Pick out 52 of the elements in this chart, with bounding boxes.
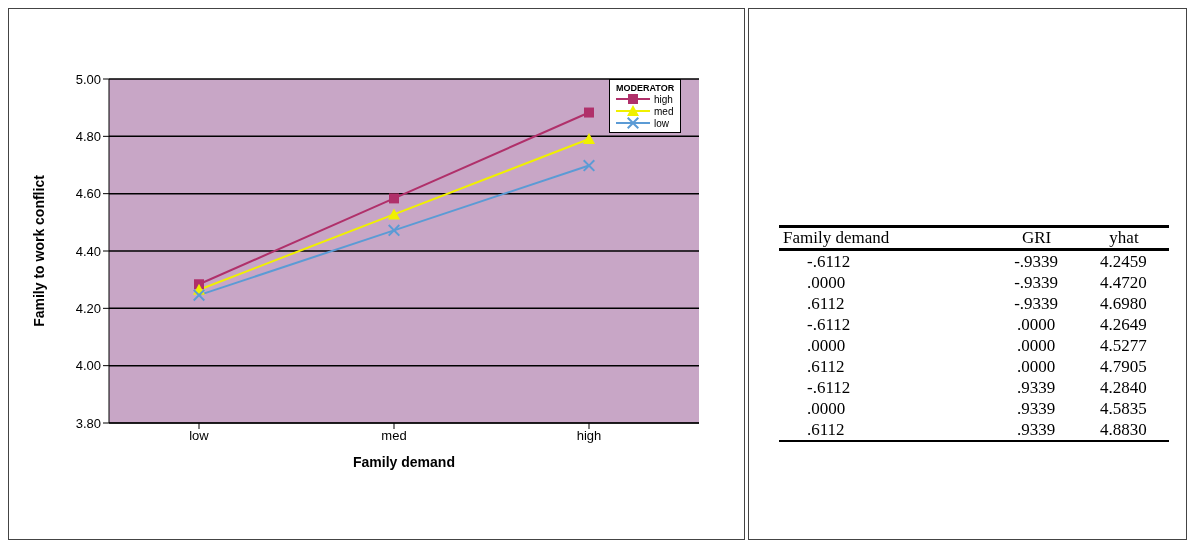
text: -.9339 <box>1013 272 1060 293</box>
text: 4.8830 <box>1099 419 1148 441</box>
text: 4.2649 <box>1099 314 1148 335</box>
category-label: yhat <box>1108 227 1140 249</box>
legend-label: med <box>654 105 674 117</box>
text: .0000 <box>1016 314 1057 335</box>
point <box>583 133 595 145</box>
text: .9339 <box>1016 377 1057 398</box>
text: 4.5835 <box>1099 398 1148 419</box>
point <box>193 289 205 302</box>
y-tick-label: 3.80 <box>75 415 101 431</box>
y-tick-label: 4.60 <box>75 186 101 202</box>
text: .6112 <box>806 293 846 314</box>
legend-title: MODERATOR <box>616 83 675 93</box>
point <box>389 193 399 204</box>
text: 4.2840 <box>1099 377 1148 398</box>
x-tick-label: med <box>381 428 407 444</box>
text: .6112 <box>806 419 846 441</box>
x-tick-label: low <box>189 428 210 444</box>
legend-label: high <box>654 93 673 105</box>
x-tick-label: high <box>576 428 602 444</box>
text: 4.4720 <box>1099 272 1148 293</box>
point <box>388 224 400 237</box>
category-label: Family demand <box>782 227 891 249</box>
y-tick-label: 4.80 <box>75 128 101 144</box>
text: .0000 <box>806 335 847 356</box>
text: 4.6980 <box>1099 293 1148 314</box>
text: .6112 <box>806 356 846 377</box>
y-tick-label: 5.00 <box>75 71 101 87</box>
text: .0000 <box>806 398 847 419</box>
point <box>388 208 400 220</box>
category-label: GRI <box>1021 227 1053 249</box>
y-axis-title: Family to work conflict <box>30 174 47 327</box>
y-tick-label: 4.40 <box>75 243 101 259</box>
text: .9339 <box>1016 419 1057 441</box>
text: 4.5277 <box>1099 335 1148 356</box>
y-tick-label: 4.20 <box>75 300 101 316</box>
y-tick-label: 4.00 <box>75 358 101 374</box>
text: .0000 <box>806 272 847 293</box>
text: -.9339 <box>1013 251 1060 272</box>
text: .0000 <box>1016 356 1057 377</box>
legend-label: low <box>654 117 670 129</box>
text: -.9339 <box>1013 293 1060 314</box>
text: .9339 <box>1016 398 1057 419</box>
text: .0000 <box>1016 335 1057 356</box>
text: 4.7905 <box>1099 356 1148 377</box>
text: 4.2459 <box>1099 251 1148 272</box>
text: -.6112 <box>806 314 852 335</box>
text: -.6112 <box>806 377 852 398</box>
text: -.6112 <box>806 251 852 272</box>
point <box>584 107 594 118</box>
x-axis-title: Family demand <box>353 454 455 470</box>
